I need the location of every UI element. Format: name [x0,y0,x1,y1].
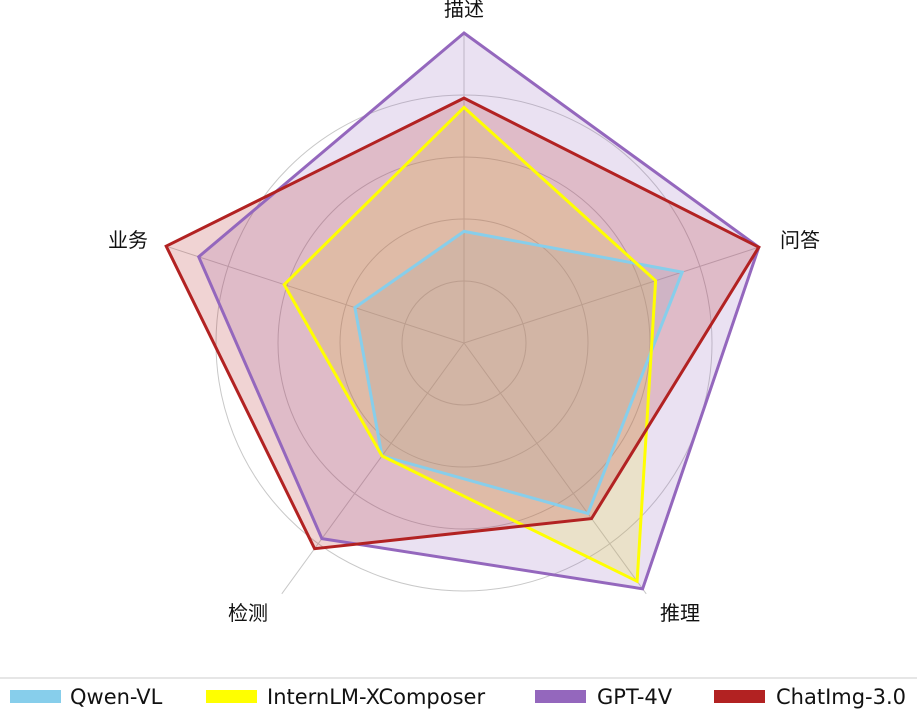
legend-label-1: Qwen-VL [70,685,163,709]
series-line-1 [353,229,685,516]
legend-label-2: InternLM-XComposer [267,685,485,709]
series-area-2 [284,107,656,582]
legend-swatch-2 [206,690,257,703]
axis-label-3: 推理 [660,601,700,625]
axis-label-1: 描述 [444,0,484,21]
legend: Qwen-VL InternLM-XComposer GPT-4V ChatImg-3… [0,677,917,709]
legend-label-3: GPT-4V [597,685,673,709]
radar-series [164,31,761,591]
axis-label-2: 问答 [780,228,820,252]
grid-spoke-4 [281,342,465,595]
series-line-4 [164,96,761,551]
radar-grid [169,33,759,595]
legend-swatch-3 [535,690,586,703]
grid-spoke-2 [463,246,759,344]
grid-spoke-3 [463,342,647,595]
series-line-3 [196,31,761,591]
series-area-1 [354,231,683,514]
series-area-4 [166,98,759,549]
series-area-3 [198,33,759,589]
legend-swatch-1 [10,690,61,703]
series-line-2 [282,105,658,584]
axis-label-5: 业务 [108,228,148,252]
grid-spoke-5 [169,246,465,344]
axis-label-4: 检测 [228,601,268,625]
legend-label-4: ChatImg-3.0 [776,685,906,709]
legend-swatch-4 [714,690,765,703]
